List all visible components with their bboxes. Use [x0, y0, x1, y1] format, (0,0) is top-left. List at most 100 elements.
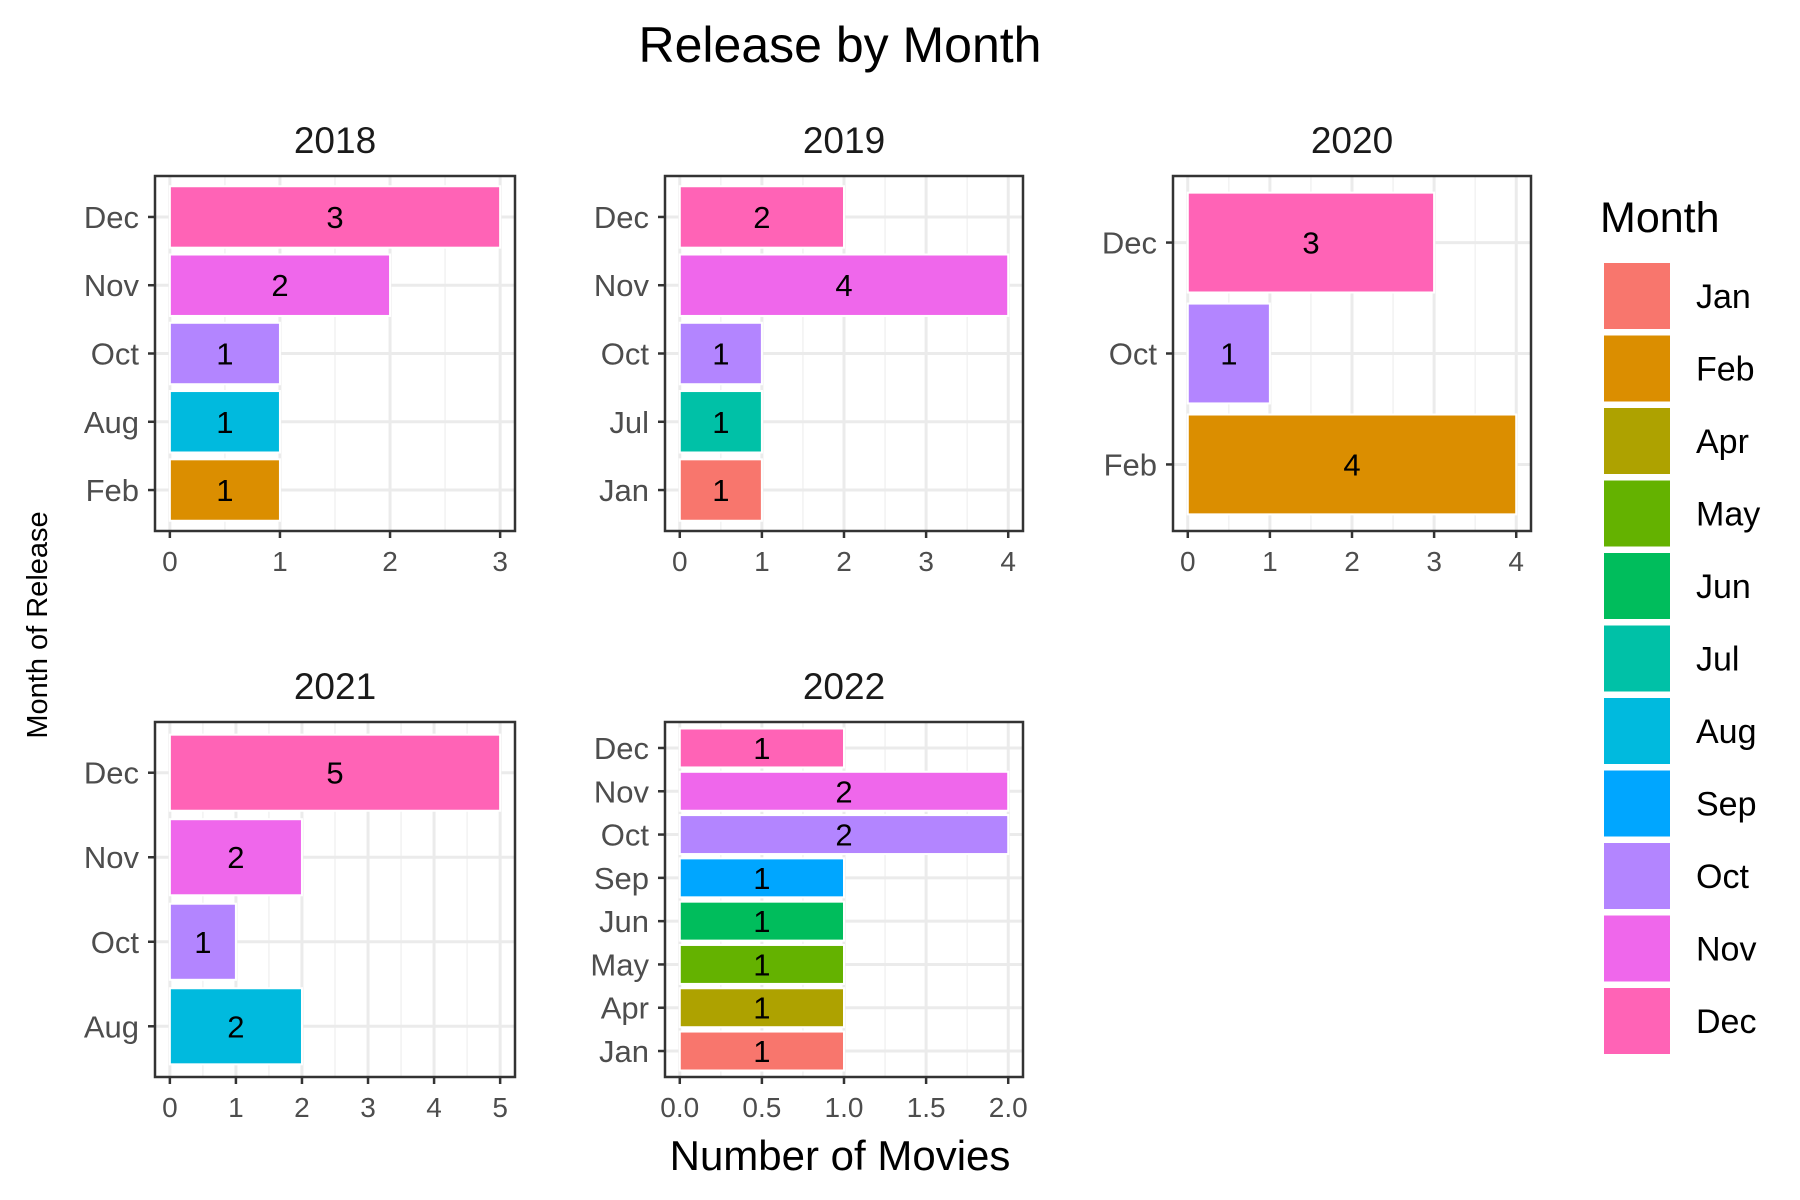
- x-tick-label: 1.0: [825, 1092, 864, 1123]
- x-tick-label: 2.0: [989, 1092, 1028, 1123]
- legend-key-oct: [1604, 843, 1670, 909]
- legend-label: Apr: [1696, 423, 1749, 461]
- facet-2021: 2 1 2 5 Aug Oct Nov Dec 0 1 2 3 4 5 2021: [84, 666, 517, 1123]
- bar-2022-jun: [678, 900, 846, 942]
- data-label: 1: [1220, 337, 1237, 372]
- x-tick-label: 3: [918, 546, 934, 577]
- y-tick-label: Aug: [84, 1009, 139, 1044]
- x-tick-label: 3: [492, 546, 508, 577]
- data-label: 3: [1302, 226, 1319, 261]
- x-tick-label: 4: [1508, 546, 1524, 577]
- data-label: 1: [753, 904, 770, 939]
- bar-2022-dec: [678, 727, 846, 769]
- bar-2021-aug: [168, 987, 303, 1066]
- bar-2020-dec: [1186, 191, 1436, 294]
- data-label: 1: [712, 405, 729, 440]
- data-label: 2: [753, 200, 770, 235]
- legend-label: Jun: [1696, 568, 1751, 606]
- bar-2018-oct: [168, 321, 281, 386]
- y-tick-label: Oct: [91, 925, 140, 960]
- bar-2022-nov: [678, 770, 1010, 812]
- legend-label: Jan: [1696, 278, 1751, 316]
- x-tick-label: 2: [294, 1092, 310, 1123]
- y-tick-label: Feb: [86, 473, 139, 508]
- data-label: 2: [227, 1009, 244, 1044]
- facet-title: 2020: [1311, 120, 1393, 161]
- facet-2022: 1 1 1 1 1 2 2 1 Jan Apr May Jun Sep Oct Nov Dec 0.0 0.5 1.…: [590, 666, 1027, 1123]
- legend-label: Dec: [1696, 1003, 1756, 1041]
- x-tick-label: 1: [1262, 546, 1278, 577]
- y-tick-label: May: [590, 947, 649, 982]
- y-tick-label: Jan: [599, 473, 649, 508]
- legend-title: Month: [1600, 194, 1720, 242]
- y-tick-label: Sep: [594, 861, 649, 896]
- legend-key-jan: [1604, 263, 1670, 329]
- data-label: 2: [227, 840, 244, 875]
- legend-key-apr: [1604, 408, 1670, 474]
- legend-label: Jul: [1696, 641, 1739, 679]
- y-tick-label: Dec: [594, 200, 649, 235]
- x-tick-label: 1: [754, 546, 770, 577]
- x-tick-label: 5: [492, 1092, 508, 1123]
- legend-label: May: [1696, 496, 1760, 534]
- x-tick-label: 1.5: [907, 1092, 946, 1123]
- legend-key-feb: [1604, 335, 1670, 402]
- x-tick-label: 1: [228, 1092, 244, 1123]
- facet-title: 2022: [803, 666, 885, 707]
- y-axis-label: Month of Release: [22, 511, 54, 738]
- data-label: 1: [216, 473, 233, 508]
- legend-key-nov: [1604, 915, 1670, 982]
- bar-2019-nov: [678, 253, 1010, 317]
- y-tick-label: Nov: [594, 268, 650, 303]
- facet-panels: 1 1 1 2 3 Feb Aug Oct Nov Dec 0 1 2 3 2018 1 1 1 4 2 Jan Jul O…: [84, 120, 1533, 1123]
- legend-key-dec: [1604, 988, 1670, 1054]
- data-label: 1: [194, 925, 211, 960]
- bar-2021-oct: [168, 902, 237, 981]
- data-label: 1: [753, 1034, 770, 1069]
- data-label: 5: [326, 756, 343, 791]
- x-tick-label: 2: [382, 546, 398, 577]
- y-tick-label: Nov: [84, 840, 140, 875]
- bar-2022-oct: [678, 814, 1010, 856]
- data-label: 1: [712, 337, 729, 372]
- y-tick-label: Nov: [594, 774, 650, 809]
- x-tick-label: 3: [1426, 546, 1442, 577]
- legend-key-jun: [1604, 553, 1670, 619]
- y-tick-label: Feb: [1104, 447, 1157, 482]
- y-tick-label: Oct: [91, 337, 140, 372]
- y-tick-label: Nov: [84, 268, 140, 303]
- bar-2018-aug: [168, 390, 281, 454]
- facet-2020: 4 1 3 Feb Oct Dec 0 1 2 3 4 2020: [1102, 120, 1533, 577]
- data-label: 4: [1343, 447, 1360, 482]
- y-tick-label: Jun: [599, 904, 649, 939]
- x-tick-label: 2: [1344, 546, 1360, 577]
- x-tick-label: 3: [360, 1092, 376, 1123]
- legend-label: Feb: [1696, 351, 1755, 389]
- x-tick-label: 2: [836, 546, 852, 577]
- facet-title: 2021: [294, 666, 376, 707]
- bar-2019-jul: [678, 390, 763, 454]
- y-tick-label: Oct: [601, 337, 650, 372]
- legend-key-aug: [1604, 698, 1670, 764]
- x-tick-label: 4: [426, 1092, 442, 1123]
- bar-2019-oct: [678, 321, 763, 386]
- x-axis-label: Number of Movies: [670, 1132, 1011, 1179]
- bar-2018-feb: [168, 458, 281, 522]
- data-label: 2: [835, 774, 852, 809]
- x-tick-label: 4: [1000, 546, 1016, 577]
- panel-border: [153, 720, 517, 1079]
- y-tick-label: Jul: [609, 405, 649, 440]
- data-label: 4: [835, 268, 852, 303]
- data-label: 1: [753, 731, 770, 766]
- bar-2021-dec: [168, 733, 502, 812]
- bar-2020-oct: [1186, 302, 1271, 405]
- y-tick-label: Apr: [601, 991, 649, 1026]
- y-tick-label: Dec: [84, 756, 139, 791]
- legend-label: Aug: [1696, 713, 1757, 751]
- legend: Month Jan Feb Apr May Jun Jul Aug Sep Oct Nov Dec: [1600, 194, 1760, 1054]
- data-label: 3: [326, 200, 343, 235]
- legend-key-jul: [1604, 625, 1670, 692]
- x-tick-label: 1: [272, 546, 288, 577]
- y-tick-label: Aug: [84, 405, 139, 440]
